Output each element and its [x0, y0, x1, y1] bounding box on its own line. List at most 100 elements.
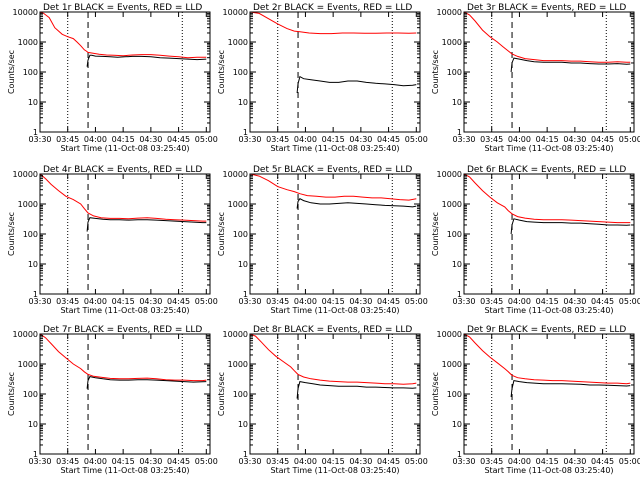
x-tick-label: 05:00	[405, 457, 428, 466]
x-axis-label: Start Time (11-Oct-08 03:25:40)	[484, 144, 613, 153]
y-tick-label: 1	[457, 128, 462, 137]
series-group	[40, 174, 207, 232]
series-group	[40, 12, 207, 67]
x-axis-label: Start Time (11-Oct-08 03:25:40)	[484, 306, 613, 315]
x-tick-label: 04:15	[112, 297, 135, 306]
x-tick-label: 03:45	[266, 457, 289, 466]
x-axis-label: Start Time (11-Oct-08 03:25:40)	[270, 306, 399, 315]
plot-frame	[39, 11, 211, 133]
x-tick-label: 03:30	[238, 135, 261, 144]
x-tick-label: 04:45	[591, 297, 614, 306]
y-tick-label: 100	[23, 230, 38, 239]
plot-frame	[249, 11, 421, 133]
y-axis-label: Counts/sec	[431, 372, 440, 416]
x-tick-label: 05:00	[195, 135, 218, 144]
x-axis-label: Start Time (11-Oct-08 03:25:40)	[484, 466, 613, 475]
y-tick-label: 10000	[223, 330, 248, 339]
x-tick-label: 04:15	[112, 135, 135, 144]
x-axis-label: Start Time (11-Oct-08 03:25:40)	[60, 144, 189, 153]
x-tick-label: 03:45	[266, 135, 289, 144]
y-tick-label: 10000	[437, 170, 462, 179]
x-tick-label: 05:00	[619, 457, 640, 466]
lld-series-line	[250, 334, 417, 385]
y-tick-label: 10000	[13, 330, 38, 339]
x-tick-label: 05:00	[405, 297, 428, 306]
events-series-line	[510, 218, 631, 235]
panel-title: Det 9r BLACK = Events, RED = LLD	[467, 325, 626, 335]
x-tick-label: 03:45	[480, 297, 503, 306]
events-series-line	[86, 217, 207, 232]
panel-title: Det 7r BLACK = Events, RED = LLD	[43, 325, 202, 335]
plot-frame	[463, 173, 635, 295]
y-tick-label: 10	[28, 260, 38, 269]
x-tick-label: 04:45	[167, 457, 190, 466]
lld-series-line	[40, 12, 207, 59]
x-tick-label: 04:30	[563, 297, 586, 306]
x-tick-label: 03:45	[56, 457, 79, 466]
x-tick-label: 03:30	[452, 297, 475, 306]
x-tick-label: 04:15	[112, 457, 135, 466]
x-tick-label: 03:45	[480, 135, 503, 144]
x-tick-label: 04:15	[322, 135, 345, 144]
x-tick-label: 03:30	[28, 297, 51, 306]
detector-panel: Det 2r BLACK = Events, RED = LLD 03:30 03:…	[217, 3, 428, 153]
lld-series-line	[464, 12, 631, 63]
series-group	[250, 12, 417, 94]
plot-frame	[249, 173, 421, 295]
series-group	[250, 334, 417, 399]
y-tick-label: 10000	[437, 8, 462, 17]
lld-series-line	[250, 174, 417, 201]
x-tick-label: 04:45	[591, 457, 614, 466]
x-tick-label: 05:00	[619, 297, 640, 306]
x-axis-label: Start Time (11-Oct-08 03:25:40)	[60, 306, 189, 315]
y-tick-label: 10000	[13, 170, 38, 179]
plot-frame	[463, 333, 635, 455]
series-group	[40, 334, 207, 389]
x-tick-label: 04:15	[322, 297, 345, 306]
x-tick-label: 04:00	[84, 135, 107, 144]
y-axis-label: Counts/sec	[7, 50, 16, 94]
y-tick-label: 100	[233, 390, 248, 399]
events-series-line	[296, 75, 417, 94]
plot-frame	[39, 333, 211, 455]
y-tick-label: 10	[452, 260, 462, 269]
y-tick-label: 1000	[18, 360, 38, 369]
x-tick-label: 03:30	[452, 135, 475, 144]
y-tick-label: 10	[238, 420, 248, 429]
x-tick-label: 04:15	[536, 135, 559, 144]
x-axis-label: Start Time (11-Oct-08 03:25:40)	[270, 144, 399, 153]
x-tick-label: 04:45	[167, 297, 190, 306]
y-tick-label: 10000	[13, 8, 38, 17]
y-tick-label: 10000	[223, 8, 248, 17]
x-tick-label: 04:30	[349, 297, 372, 306]
y-tick-label: 100	[23, 390, 38, 399]
y-tick-label: 1000	[18, 200, 38, 209]
y-tick-label: 100	[23, 68, 38, 77]
y-tick-label: 10	[452, 98, 462, 107]
y-axis-label: Counts/sec	[431, 212, 440, 256]
series-group	[464, 334, 631, 397]
x-tick-label: 04:30	[563, 457, 586, 466]
panel-title: Det 1r BLACK = Events, RED = LLD	[43, 3, 202, 13]
events-series-line	[510, 380, 631, 397]
x-tick-label: 04:45	[377, 135, 400, 144]
y-tick-label: 10	[452, 420, 462, 429]
y-tick-label: 1	[33, 290, 38, 299]
x-axis-label: Start Time (11-Oct-08 03:25:40)	[270, 466, 399, 475]
series-group	[250, 174, 417, 209]
x-tick-label: 04:00	[294, 135, 317, 144]
y-tick-label: 1	[33, 128, 38, 137]
x-tick-label: 04:00	[294, 297, 317, 306]
x-tick-label: 04:30	[349, 135, 372, 144]
x-tick-label: 03:45	[56, 135, 79, 144]
y-tick-label: 1000	[442, 360, 462, 369]
detector-panel: Det 8r BLACK = Events, RED = LLD 03:30 03:…	[217, 325, 428, 475]
y-tick-label: 1	[243, 450, 248, 459]
y-tick-label: 1000	[442, 200, 462, 209]
panel-title: Det 5r BLACK = Events, RED = LLD	[253, 165, 412, 175]
detector-panel: Det 3r BLACK = Events, RED = LLD 03:30 03:…	[431, 3, 640, 153]
events-series-line	[296, 381, 417, 399]
x-tick-label: 03:45	[480, 457, 503, 466]
y-tick-label: 1000	[228, 38, 248, 47]
y-tick-label: 10	[28, 98, 38, 107]
